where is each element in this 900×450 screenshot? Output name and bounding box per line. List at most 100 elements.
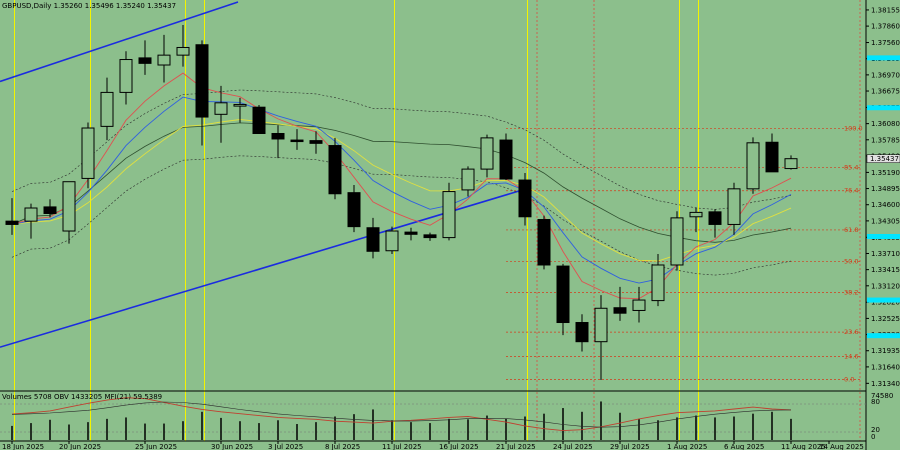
candle-bearish — [366, 227, 380, 252]
fib-level-label: 85.4 — [844, 163, 858, 171]
indicator-axis-label: 80 — [871, 398, 880, 406]
level-highlight — [867, 333, 900, 339]
candle-bullish — [62, 181, 76, 232]
level-highlight — [867, 233, 900, 239]
fib-level-label: 50.0 — [844, 257, 858, 265]
price-tick-label: 1.36080 — [871, 120, 900, 128]
candle-bearish — [290, 139, 304, 143]
candle-bearish — [765, 141, 779, 173]
price-tick-label: 1.31935 — [871, 347, 900, 355]
price-tick-label: 1.34600 — [871, 201, 900, 209]
fib-level-label: 38.2 — [844, 289, 858, 297]
level-highlight — [867, 55, 900, 61]
candle-bullish — [784, 158, 798, 170]
candle-bullish — [214, 102, 228, 115]
price-tick-label: 1.34895 — [871, 185, 900, 193]
upper-trendline — [0, 1, 239, 83]
candle-bullish — [632, 299, 646, 311]
date-label: 29 Jul 2025 — [610, 443, 650, 450]
ema-13-line — [11, 119, 792, 262]
candle-bullish — [689, 211, 703, 218]
candle-bearish — [138, 57, 152, 64]
fib-level-label: 100.0 — [844, 125, 863, 133]
candle-bullish — [746, 142, 760, 190]
price-tick-label: 1.34305 — [871, 217, 900, 225]
indicator-axis-label: 74580 — [871, 392, 893, 400]
date-label: 20 Jun 2025 — [59, 443, 101, 450]
price-tick-label: 1.36675 — [871, 88, 900, 96]
date-label: 1 Aug 2025 — [667, 443, 707, 450]
date-label: 8 Jul 2025 — [325, 443, 360, 450]
candle-bearish — [195, 44, 209, 118]
candle-bearish — [309, 140, 323, 144]
candle-bearish — [328, 145, 342, 195]
candle-bullish — [100, 91, 114, 127]
candle-bullish — [119, 59, 133, 93]
obv-line — [11, 401, 792, 428]
candle-bearish — [556, 265, 570, 324]
symbol-header: GBPUSD,Daily 1.35260 1.35496 1.35240 1.3… — [2, 2, 176, 10]
candle-bearish — [499, 139, 513, 180]
candle-bearish — [613, 307, 627, 314]
price-tick-label: 1.38155 — [871, 6, 900, 14]
fib-level-label: 14.6 — [844, 352, 858, 360]
price-tick-label: 1.32525 — [871, 315, 900, 323]
fib-level-label: 23.6 — [844, 328, 858, 336]
price-tick-label: 1.37560 — [871, 39, 900, 47]
candle-bearish — [708, 211, 722, 225]
bollinger-upper — [11, 89, 792, 210]
candle-bearish — [518, 179, 532, 218]
date-label: 3 Jul 2025 — [268, 443, 303, 450]
date-label: 11 Aug 2025 — [781, 443, 826, 450]
candle-bullish — [442, 191, 456, 239]
candle-bullish — [480, 137, 494, 170]
current-price-box — [866, 154, 900, 163]
candle-bearish — [43, 206, 57, 214]
price-tick-label: 1.32820 — [871, 299, 900, 307]
price-tick-label: 1.35785 — [871, 136, 900, 144]
candle-bearish — [423, 234, 437, 239]
candle-bullish — [651, 264, 665, 302]
candle-bearish — [252, 106, 266, 134]
date-label: 30 Jun 2025 — [211, 443, 253, 450]
level-highlight — [867, 297, 900, 303]
candle-bullish — [727, 188, 741, 225]
date-label: 21 Jul 2025 — [496, 443, 536, 450]
date-label: 6 Aug 2025 — [724, 443, 764, 450]
date-label: 14 Aug 2025 — [819, 443, 864, 450]
price-tick-label: 1.33415 — [871, 266, 900, 274]
lower-trendline — [0, 187, 529, 348]
candle-bearish — [404, 231, 418, 235]
price-tick-label: 1.31640 — [871, 363, 900, 371]
candle-bullish — [594, 307, 608, 343]
price-tick-label: 1.33710 — [871, 250, 900, 258]
candle-bearish — [271, 132, 285, 140]
indicator-axis-label: 20 — [871, 426, 880, 434]
fib-level-label: 0.0 — [844, 375, 854, 383]
candle-bullish — [233, 103, 247, 107]
date-label: 18 Jun 2025 — [2, 443, 44, 450]
price-tick-label: 1.35190 — [871, 169, 900, 177]
candle-bearish — [347, 192, 361, 228]
fib-level-label: 61.8 — [844, 226, 858, 234]
price-tick-label: 1.31340 — [871, 380, 900, 388]
candle-bullish — [176, 46, 190, 56]
level-highlight — [867, 105, 900, 111]
candle-bearish — [537, 219, 551, 266]
price-tick-label: 1.37860 — [871, 23, 900, 31]
candle-bearish — [575, 322, 589, 343]
indicator-axis-label: 0 — [871, 433, 875, 441]
candle-bullish — [670, 217, 684, 266]
current-price-label: 1.35437 — [870, 155, 899, 163]
ma-20-line — [11, 122, 792, 243]
candle-bullish — [157, 54, 171, 66]
indicator-header: Volumes 5708 OBV 1433205 MFI(21) 59.5389 — [2, 393, 162, 401]
price-tick-label: 1.36970 — [871, 71, 900, 79]
date-label: 24 Jul 2025 — [553, 443, 593, 450]
date-label: 11 Jul 2025 — [382, 443, 422, 450]
candle-bullish — [24, 207, 38, 222]
fib-level-label: 76.4 — [844, 187, 858, 195]
date-label: 16 Jul 2025 — [439, 443, 479, 450]
